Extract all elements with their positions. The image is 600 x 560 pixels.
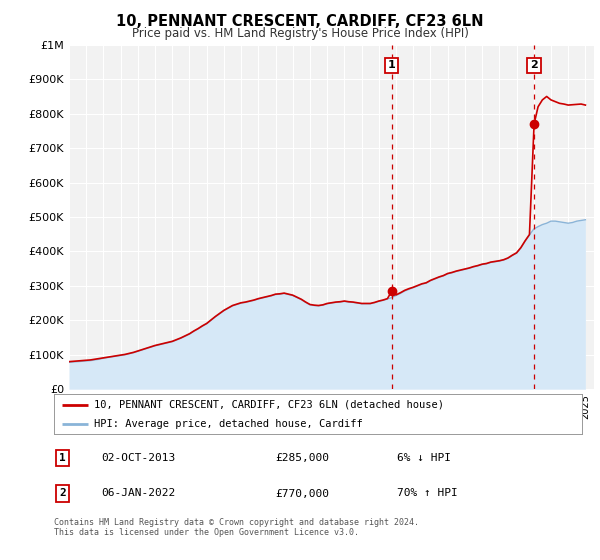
Text: Contains HM Land Registry data © Crown copyright and database right 2024.
This d: Contains HM Land Registry data © Crown c… <box>54 518 419 538</box>
Text: 70% ↑ HPI: 70% ↑ HPI <box>397 488 458 498</box>
Text: 10, PENNANT CRESCENT, CARDIFF, CF23 6LN (detached house): 10, PENNANT CRESCENT, CARDIFF, CF23 6LN … <box>94 400 443 410</box>
Text: 6% ↓ HPI: 6% ↓ HPI <box>397 453 451 463</box>
Text: 06-JAN-2022: 06-JAN-2022 <box>101 488 176 498</box>
Text: 2: 2 <box>530 60 538 71</box>
Text: HPI: Average price, detached house, Cardiff: HPI: Average price, detached house, Card… <box>94 419 362 429</box>
Text: Price paid vs. HM Land Registry's House Price Index (HPI): Price paid vs. HM Land Registry's House … <box>131 27 469 40</box>
Text: 1: 1 <box>388 60 395 71</box>
Text: 10, PENNANT CRESCENT, CARDIFF, CF23 6LN: 10, PENNANT CRESCENT, CARDIFF, CF23 6LN <box>116 14 484 29</box>
Text: 1: 1 <box>59 453 66 463</box>
Text: 02-OCT-2013: 02-OCT-2013 <box>101 453 176 463</box>
Text: £285,000: £285,000 <box>276 453 330 463</box>
Text: £770,000: £770,000 <box>276 488 330 498</box>
Text: 2: 2 <box>59 488 66 498</box>
